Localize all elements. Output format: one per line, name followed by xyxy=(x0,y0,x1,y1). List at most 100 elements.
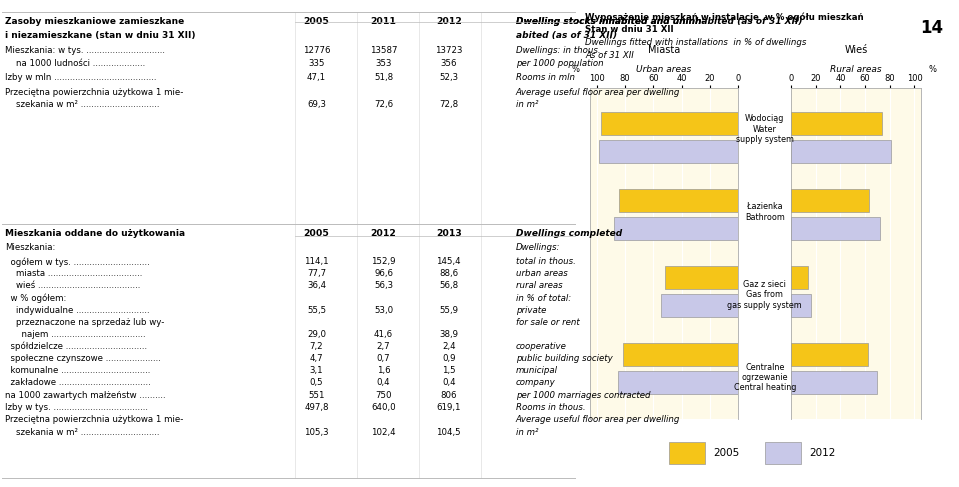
Text: 640,0: 640,0 xyxy=(371,403,396,412)
Text: 2005: 2005 xyxy=(304,17,329,26)
Text: %: % xyxy=(928,65,936,75)
Text: 7,2: 7,2 xyxy=(310,342,323,351)
Text: indywidualne ............................: indywidualne ...........................… xyxy=(5,306,150,315)
Text: szekania w m² ..............................: szekania w m² ..........................… xyxy=(5,100,159,109)
Text: 114,1: 114,1 xyxy=(304,257,329,266)
Text: Łazienka
Bathroom: Łazienka Bathroom xyxy=(745,202,784,222)
Text: 0,5: 0,5 xyxy=(310,378,323,387)
Text: 51,8: 51,8 xyxy=(374,73,393,82)
Text: %: % xyxy=(572,65,579,75)
Text: Dwelling stocks inhabited and uninhabited (as of 31 XII): Dwelling stocks inhabited and uninhabite… xyxy=(516,17,803,26)
Text: cooperative: cooperative xyxy=(516,342,567,351)
Text: Wyposażenie mieszkań w instalacje  w % ogółu mieszkań: Wyposażenie mieszkań w instalacje w % og… xyxy=(585,12,864,22)
Text: ogółem w tys. .............................: ogółem w tys. ..........................… xyxy=(5,257,150,267)
Text: 69,3: 69,3 xyxy=(307,100,326,109)
Text: 2005: 2005 xyxy=(713,448,739,458)
Text: 55,9: 55,9 xyxy=(439,306,458,315)
Text: 356: 356 xyxy=(440,59,457,68)
Text: Dwelling stocks inhabited and uninh-: Dwelling stocks inhabited and uninh- xyxy=(516,17,705,26)
Text: Gaz z sieci
Gas from
gas supply system: Gaz z sieci Gas from gas supply system xyxy=(728,280,802,310)
Text: 1,6: 1,6 xyxy=(377,366,390,375)
Text: 56,8: 56,8 xyxy=(439,281,458,290)
Text: 102,4: 102,4 xyxy=(371,428,396,436)
Text: 96,6: 96,6 xyxy=(374,269,393,278)
Bar xyxy=(614,217,738,240)
Text: Stan w dniu 31 XII: Stan w dniu 31 XII xyxy=(585,25,673,34)
Text: Rural areas: Rural areas xyxy=(830,65,881,75)
Text: 0,4: 0,4 xyxy=(442,378,456,387)
Bar xyxy=(662,294,738,317)
Text: 88,6: 88,6 xyxy=(439,269,458,278)
Text: 2,4: 2,4 xyxy=(442,342,456,351)
Text: 14: 14 xyxy=(921,19,944,37)
Text: 2011: 2011 xyxy=(371,17,396,26)
Text: Dwellings: in thous.: Dwellings: in thous. xyxy=(516,46,600,55)
Text: 13723: 13723 xyxy=(435,46,462,55)
Bar xyxy=(791,112,882,135)
Text: 47,1: 47,1 xyxy=(307,73,326,82)
Text: Centralne
ogrzewanie
Central heating: Centralne ogrzewanie Central heating xyxy=(734,362,796,393)
Text: w % ogółem:: w % ogółem: xyxy=(5,294,66,303)
Text: przeznaczone na sprzedaż lub wy-: przeznaczone na sprzedaż lub wy- xyxy=(5,318,164,327)
Text: 53,0: 53,0 xyxy=(374,306,393,315)
Text: 4,7: 4,7 xyxy=(310,354,323,363)
Text: per 1000 population: per 1000 population xyxy=(516,59,603,68)
Text: for sale or rent: for sale or rent xyxy=(516,318,579,327)
Text: 56,3: 56,3 xyxy=(374,281,393,290)
Text: 0,7: 0,7 xyxy=(377,354,390,363)
Text: 145,4: 145,4 xyxy=(436,257,461,266)
Text: Przeciętna powierzchnia użytkowa 1 mie-: Przeciętna powierzchnia użytkowa 1 mie- xyxy=(5,88,183,96)
Text: Mieszkania oddane do użytkowania: Mieszkania oddane do użytkowania xyxy=(5,229,185,238)
Text: 12776: 12776 xyxy=(303,46,330,55)
Text: 2,7: 2,7 xyxy=(377,342,390,351)
Text: abited (as of 31 XII): abited (as of 31 XII) xyxy=(516,31,617,39)
Text: Izby w tys. ....................................: Izby w tys. ............................… xyxy=(5,403,148,412)
Text: Average useful floor area per dwelling: Average useful floor area per dwelling xyxy=(516,415,680,424)
Text: najem ....................................: najem ..................................… xyxy=(5,330,146,338)
Text: i niezamieszkane (stan w dniu 31 XII): i niezamieszkane (stan w dniu 31 XII) xyxy=(5,31,196,39)
Text: 3,1: 3,1 xyxy=(310,366,323,375)
Text: 38,9: 38,9 xyxy=(439,330,458,338)
Text: Miasta: Miasta xyxy=(648,44,680,55)
Text: 41,6: 41,6 xyxy=(374,330,393,338)
Text: rural areas: rural areas xyxy=(516,281,563,290)
Text: 55,5: 55,5 xyxy=(307,306,326,315)
Text: Dwellings:: Dwellings: xyxy=(516,244,560,252)
Text: 77,7: 77,7 xyxy=(307,269,326,278)
Bar xyxy=(619,189,738,212)
Text: municipal: municipal xyxy=(516,366,558,375)
Text: urban areas: urban areas xyxy=(516,269,568,278)
Text: 52,3: 52,3 xyxy=(439,73,458,82)
Text: Wodociąg
Water
supply system: Wodociąg Water supply system xyxy=(736,114,794,144)
Bar xyxy=(665,266,738,289)
Bar xyxy=(791,371,877,394)
Bar xyxy=(599,140,738,163)
Text: 0,4: 0,4 xyxy=(377,378,390,387)
Text: 750: 750 xyxy=(375,391,392,399)
Text: Mieszkania: w tys. ..............................: Mieszkania: w tys. .....................… xyxy=(5,46,165,55)
Text: Zasoby mieszkaniowe zamieszkane: Zasoby mieszkaniowe zamieszkane xyxy=(5,17,184,26)
Text: in % of total:: in % of total: xyxy=(516,294,571,302)
Text: 104,5: 104,5 xyxy=(436,428,461,436)
Text: 497,8: 497,8 xyxy=(304,403,329,412)
Text: 335: 335 xyxy=(308,59,325,68)
Text: 29,0: 29,0 xyxy=(307,330,326,338)
Text: zakładowe ...................................: zakładowe ..............................… xyxy=(5,378,151,387)
Text: Dwellings completed: Dwellings completed xyxy=(516,229,622,238)
Bar xyxy=(619,371,738,394)
Text: miasta ....................................: miasta .................................… xyxy=(5,269,142,278)
Text: Wieś: Wieś xyxy=(844,44,868,55)
Text: 72,6: 72,6 xyxy=(374,100,393,109)
Bar xyxy=(791,189,869,212)
Text: komunalne ..................................: komunalne ..............................… xyxy=(5,366,151,375)
Text: 2013: 2013 xyxy=(436,229,461,238)
Text: społeczne czynszowe .....................: społeczne czynszowe ....................… xyxy=(5,354,161,363)
Text: Mieszkania:: Mieszkania: xyxy=(5,244,56,252)
Text: As of 31 XII: As of 31 XII xyxy=(585,51,634,60)
Text: in m²: in m² xyxy=(516,428,538,436)
Text: 36,4: 36,4 xyxy=(307,281,326,290)
Text: 551: 551 xyxy=(308,391,325,399)
Text: 2005: 2005 xyxy=(304,229,329,238)
Text: per 1000 marriages contracted: per 1000 marriages contracted xyxy=(516,391,650,399)
Text: 2012: 2012 xyxy=(371,229,396,238)
